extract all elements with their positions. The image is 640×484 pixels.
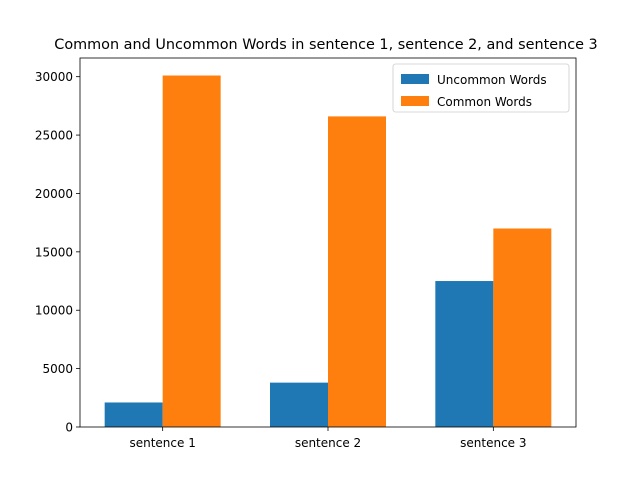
y-tick-label: 10000 (35, 304, 73, 318)
y-tick-label: 25000 (35, 129, 73, 143)
bar-uncommon-words-2 (270, 382, 328, 427)
legend-swatch (401, 74, 429, 84)
legend: Uncommon Words Common Words (392, 63, 570, 113)
bar-common-words-3 (493, 228, 552, 427)
y-tick-label: 15000 (35, 245, 73, 259)
chart-title: Common and Uncommon Words in sentence 1,… (54, 37, 597, 53)
x-tick-label: sentence 3 (460, 436, 526, 450)
bar-uncommon-words-3 (435, 281, 494, 427)
bar-common-words-2 (328, 116, 386, 427)
bar-uncommon-words-1 (104, 402, 163, 427)
legend-box (392, 63, 570, 113)
y-tick-label: 20000 (35, 187, 73, 201)
bar-common-words-1 (162, 75, 221, 428)
legend-swatch (401, 96, 429, 106)
x-tick-label: sentence 2 (295, 436, 361, 450)
x-tick-label: sentence 1 (129, 436, 195, 450)
y-tick-label: 5000 (42, 362, 73, 376)
legend-label: Common Words (437, 95, 532, 109)
y-tick-label: 30000 (35, 70, 73, 84)
y-tick-label: 0 (65, 421, 73, 435)
legend-label: Uncommon Words (437, 73, 547, 87)
